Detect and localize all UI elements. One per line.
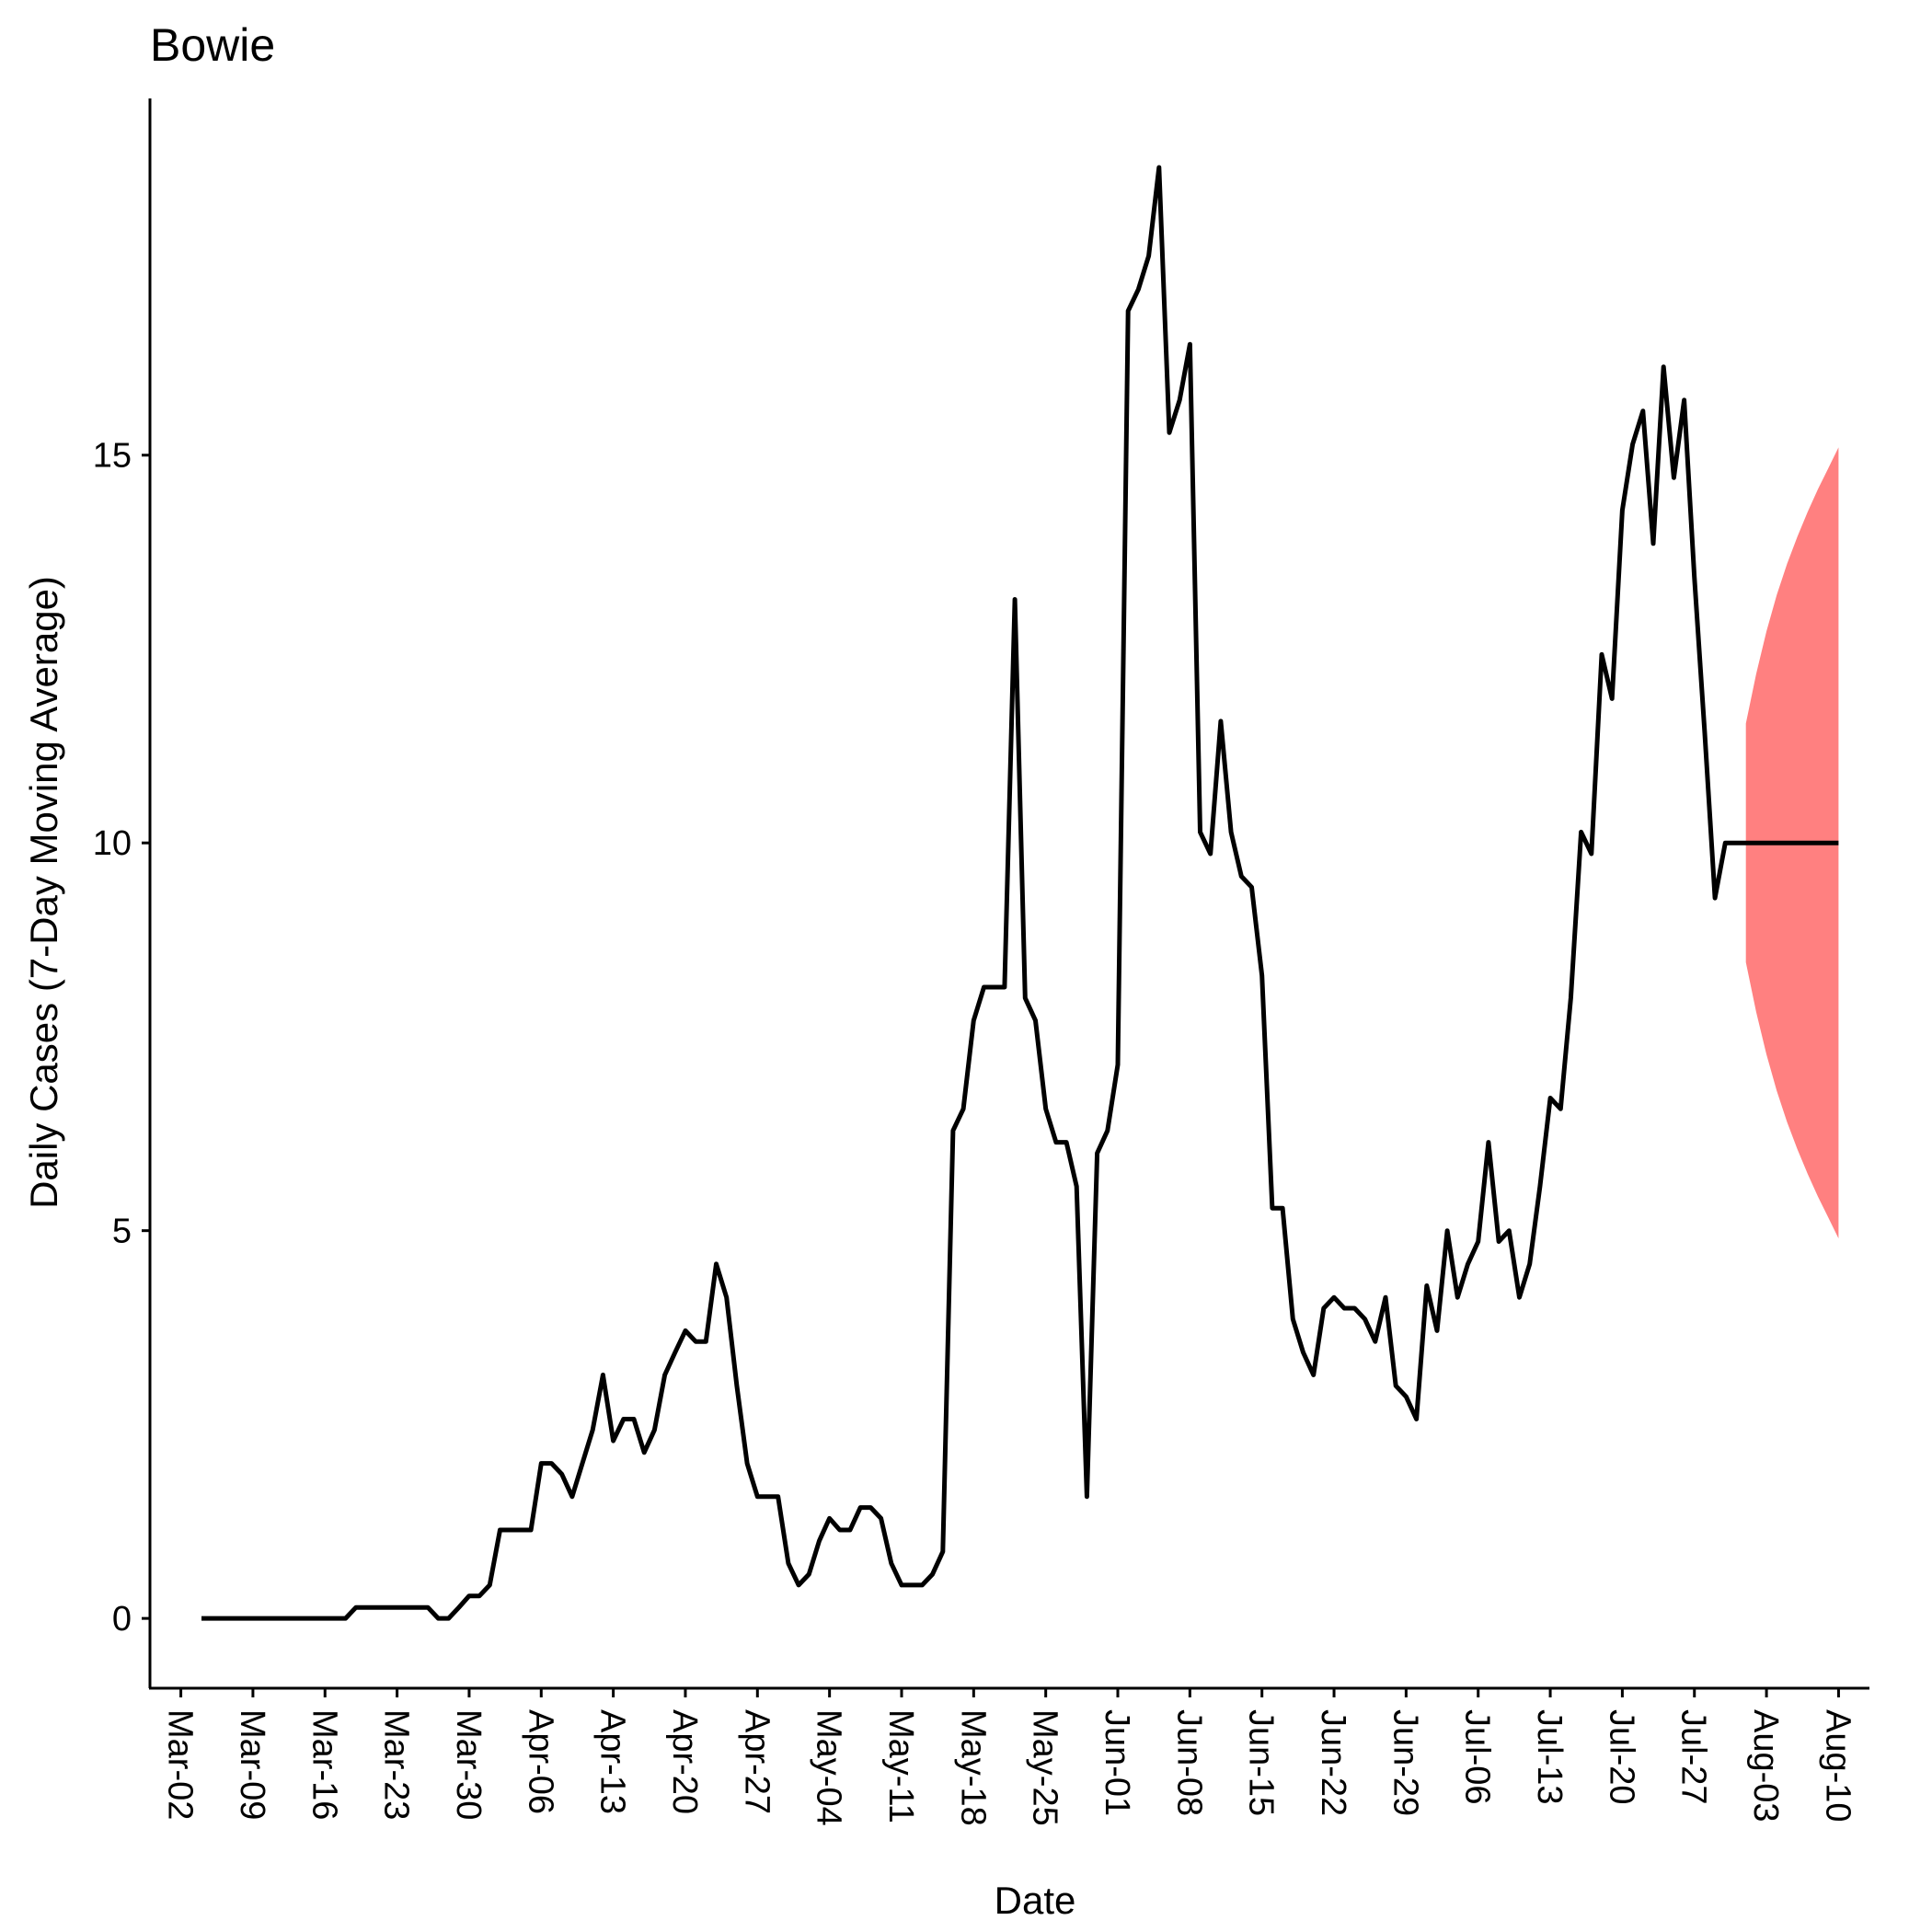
x-tick-label: Apr-20 — [665, 1709, 704, 1814]
x-tick-label: Jul-13 — [1530, 1709, 1569, 1805]
y-tick-label: 0 — [112, 1600, 132, 1639]
y-tick-label: 10 — [93, 824, 132, 863]
x-tick-label: Jul-20 — [1602, 1709, 1640, 1805]
chart-title: Bowie — [150, 19, 275, 71]
x-axis-title: Date — [995, 1879, 1076, 1922]
y-tick-label: 15 — [93, 437, 132, 476]
y-axis-title: Daily Cases (7-Day Moving Average) — [22, 576, 65, 1209]
x-tick-label: Jul-06 — [1458, 1709, 1497, 1805]
y-tick-label: 5 — [112, 1213, 132, 1251]
x-tick-label: Jun-01 — [1098, 1709, 1136, 1816]
y-axis-ticks: 0 5 10 15 — [93, 437, 150, 1639]
x-tick-label: Jun-22 — [1314, 1709, 1352, 1816]
x-tick-label: May-18 — [953, 1709, 992, 1826]
x-tick-label: Apr-27 — [737, 1709, 776, 1814]
x-tick-label: Mar-30 — [449, 1709, 488, 1820]
x-tick-label: Jun-29 — [1386, 1709, 1424, 1816]
x-tick-label: Jun-08 — [1169, 1709, 1208, 1816]
x-tick-label: Mar-16 — [305, 1709, 343, 1820]
x-tick-label: Jul-27 — [1674, 1709, 1713, 1805]
x-tick-label: May-11 — [881, 1709, 920, 1823]
x-tick-label: Aug-03 — [1746, 1709, 1785, 1823]
x-tick-label: May-04 — [810, 1709, 848, 1826]
x-tick-label: Jun-15 — [1242, 1709, 1281, 1816]
x-tick-label: Aug-10 — [1818, 1709, 1857, 1823]
x-tick-label: Apr-06 — [521, 1709, 559, 1814]
x-tick-label: May-25 — [1026, 1709, 1064, 1826]
x-tick-label: Mar-23 — [377, 1709, 416, 1820]
x-tick-label: Mar-09 — [233, 1709, 271, 1820]
series-line-0 — [201, 165, 1839, 1621]
x-tick-label: Apr-13 — [593, 1709, 632, 1814]
x-tick-label: Mar-02 — [161, 1709, 200, 1820]
series-line-layer — [201, 165, 1839, 1621]
x-axis-ticks: Mar-02 Mar-09 Mar-16 Mar-23 Mar-30 Apr-06 Apr-… — [161, 1688, 1857, 1826]
